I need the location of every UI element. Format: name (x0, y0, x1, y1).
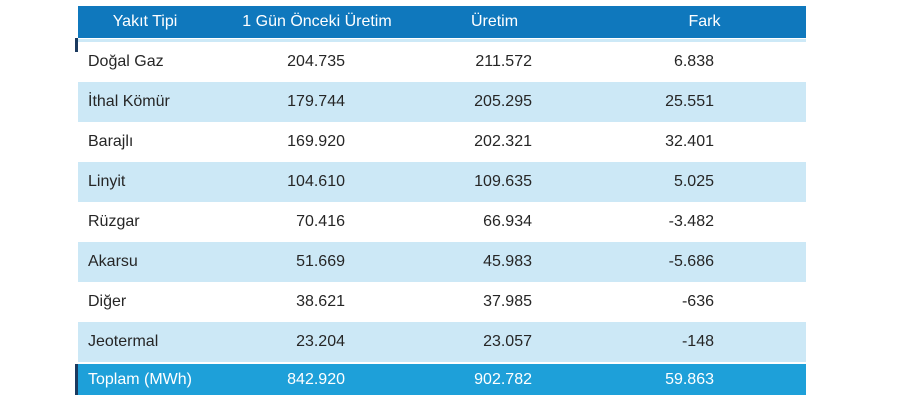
left-border-mark-bottom (75, 364, 78, 395)
table-row-ithal-komur: İthal Kömür 179.744 205.295 25.551 (78, 82, 806, 122)
table-total-row: Toplam (MWh) 842.920 902.782 59.863 (78, 364, 806, 395)
header-production: Üretim (470, 13, 519, 30)
cell-previous-production: 70.416 (296, 213, 345, 230)
table-row-ruzgar: Rüzgar 70.416 66.934 -3.482 (78, 202, 806, 242)
header-previous-day-production: 1 Gün Önceki Üretim (242, 13, 392, 30)
header-difference: Fark (688, 13, 721, 30)
left-border-mark-top (75, 38, 78, 52)
cell-production: 205.295 (474, 93, 532, 110)
cell-production: 37.985 (483, 293, 532, 310)
total-label: Toplam (MWh) (88, 370, 193, 388)
cell-previous-production: 38.621 (296, 293, 345, 310)
cell-fuel-type: Jeotermal (88, 333, 159, 350)
cell-previous-production: 104.610 (287, 173, 345, 190)
cell-production: 202.321 (474, 133, 532, 150)
cell-production: 211.572 (475, 53, 532, 70)
total-previous-production: 842.920 (287, 370, 345, 388)
cell-difference: 5.025 (673, 173, 714, 190)
cell-previous-production: 204.735 (287, 53, 345, 70)
cell-previous-production: 179.744 (287, 93, 345, 110)
total-production: 902.782 (474, 370, 532, 388)
table-row-jeotermal: Jeotermal 23.204 23.057 -148 (78, 322, 806, 362)
cell-fuel-type: Diğer (88, 293, 127, 310)
table-row-barajli: Barajlı 169.920 202.321 32.401 (78, 122, 806, 162)
cell-production: 109.635 (474, 173, 532, 190)
cell-difference: 25.551 (665, 93, 714, 110)
total-difference: 59.863 (665, 370, 714, 388)
table-body: Doğal Gaz 204.735 211.572 6.838 İthal Kö… (78, 42, 806, 362)
cell-production: 23.057 (483, 333, 532, 350)
cell-difference: 32.401 (665, 133, 714, 150)
table-row-akarsu: Akarsu 51.669 45.983 -5.686 (78, 242, 806, 282)
table-row-dogal-gaz: Doğal Gaz 204.735 211.572 6.838 (78, 42, 806, 82)
cell-fuel-type: Rüzgar (88, 213, 140, 230)
cell-previous-production: 169.920 (287, 133, 345, 150)
header-separator-gap (78, 38, 806, 39)
fuel-production-table: Yakıt Tipi 1 Gün Önceki Üretim Üretim Fa… (75, 6, 806, 395)
header-fuel-type: Yakıt Tipi (112, 13, 178, 30)
cell-fuel-type: İthal Kömür (88, 93, 170, 110)
cell-production: 66.934 (483, 213, 532, 230)
cell-fuel-type: Akarsu (88, 253, 138, 270)
cell-fuel-type: Doğal Gaz (88, 53, 164, 70)
cell-previous-production: 51.669 (296, 253, 345, 270)
cell-fuel-type: Barajlı (88, 133, 134, 150)
cell-production: 45.983 (483, 253, 532, 270)
cell-fuel-type: Linyit (88, 173, 126, 190)
table-row-diger: Diğer 38.621 37.985 -636 (78, 282, 806, 322)
table-header-row: Yakıt Tipi 1 Gün Önceki Üretim Üretim Fa… (78, 6, 806, 38)
header-separator-line (78, 39, 806, 42)
cell-difference: 6.838 (673, 53, 714, 70)
cell-difference: -636 (681, 293, 714, 310)
table-row-linyit: Linyit 104.610 109.635 5.025 (78, 162, 806, 202)
cell-difference: -5.686 (668, 253, 714, 270)
cell-difference: -3.482 (668, 213, 714, 230)
cell-previous-production: 23.204 (296, 333, 345, 350)
cell-difference: -148 (681, 333, 714, 350)
